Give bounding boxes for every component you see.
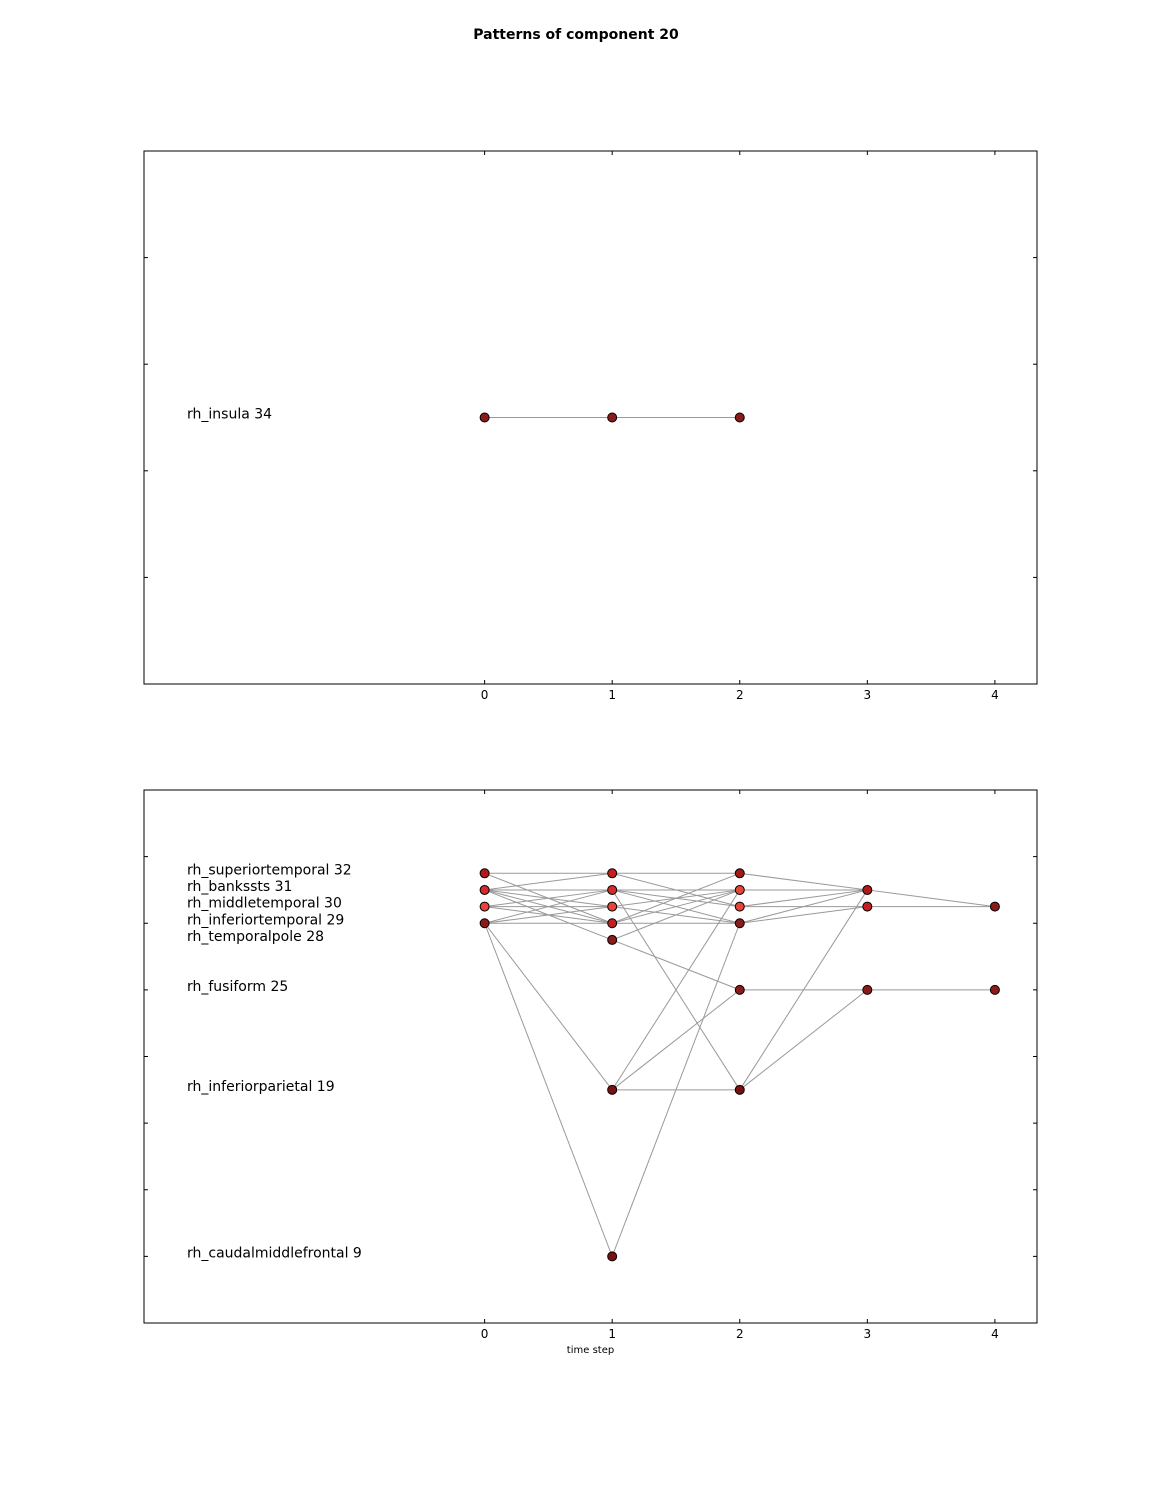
network-edge bbox=[611, 989, 741, 1091]
x-tick-label: 0 bbox=[481, 1327, 489, 1341]
network-node bbox=[607, 1084, 618, 1095]
top-network-chart: 0 1 2 3 4 rh_insula 34 bbox=[143, 150, 1038, 702]
network-edge bbox=[739, 989, 868, 1091]
x-tick-label: 2 bbox=[736, 1327, 744, 1341]
x-tick-label: 1 bbox=[608, 688, 616, 702]
network-node bbox=[479, 901, 490, 912]
region-label: rh_inferiortemporal 29 bbox=[187, 912, 344, 928]
network-node bbox=[989, 984, 1000, 995]
network-edge bbox=[867, 889, 995, 908]
network-node bbox=[479, 412, 490, 423]
region-label: rh_caudalmiddlefrontal 9 bbox=[187, 1245, 362, 1261]
network-node bbox=[607, 868, 618, 879]
network-edge bbox=[484, 922, 613, 1091]
network-edge bbox=[612, 872, 740, 924]
x-tick-label: 2 bbox=[736, 688, 744, 702]
network-edge bbox=[612, 939, 740, 991]
network-edge bbox=[484, 889, 613, 908]
x-tick-label: 4 bbox=[991, 688, 999, 702]
network-edge bbox=[612, 889, 740, 924]
network-edge bbox=[611, 923, 741, 1257]
network-edge bbox=[739, 889, 868, 908]
network-edge bbox=[484, 889, 613, 924]
x-tick-label: 0 bbox=[481, 688, 489, 702]
region-label: rh_superiortemporal 32 bbox=[187, 862, 352, 878]
network-node bbox=[607, 884, 618, 895]
network-node bbox=[607, 412, 618, 423]
network-edge bbox=[739, 889, 868, 924]
network-node bbox=[734, 984, 745, 995]
network-node bbox=[734, 412, 745, 423]
region-label: rh_bankssts 31 bbox=[187, 879, 292, 895]
region-label: rh_inferiorparietal 19 bbox=[187, 1079, 335, 1095]
x-tick-label: 3 bbox=[864, 688, 872, 702]
network-node bbox=[989, 901, 1000, 912]
network-node bbox=[607, 934, 618, 945]
network-node bbox=[479, 884, 490, 895]
region-label: rh_fusiform 25 bbox=[187, 979, 288, 995]
network-node bbox=[607, 1251, 618, 1262]
network-edge bbox=[612, 889, 740, 941]
network-edge bbox=[611, 889, 741, 1091]
figure-title: Patterns of component 20 bbox=[473, 27, 679, 43]
network-node bbox=[479, 868, 490, 879]
network-edge bbox=[484, 872, 613, 891]
region-label: rh_middletemporal 30 bbox=[187, 896, 342, 912]
region-label: rh_temporalpole 28 bbox=[187, 929, 324, 945]
network-node bbox=[734, 918, 745, 929]
x-axis-label: time step bbox=[567, 1345, 614, 1356]
network-node bbox=[607, 918, 618, 929]
network-edge bbox=[484, 906, 613, 924]
network-node bbox=[734, 868, 745, 879]
x-tick-label: 1 bbox=[608, 1327, 616, 1341]
x-tick-label: 4 bbox=[991, 1327, 999, 1341]
network-edge bbox=[739, 872, 868, 891]
plot-frame bbox=[143, 150, 1038, 685]
x-tick-label: 3 bbox=[864, 1327, 872, 1341]
network-node bbox=[862, 884, 873, 895]
region-label: rh_insula 34 bbox=[187, 407, 272, 423]
network-node bbox=[862, 901, 873, 912]
network-edge bbox=[739, 906, 868, 924]
network-node bbox=[862, 984, 873, 995]
network-node bbox=[479, 918, 490, 929]
network-node bbox=[734, 884, 745, 895]
network-node bbox=[734, 901, 745, 912]
network-edge bbox=[484, 923, 613, 1257]
network-node bbox=[734, 1084, 745, 1095]
network-node bbox=[607, 901, 618, 912]
